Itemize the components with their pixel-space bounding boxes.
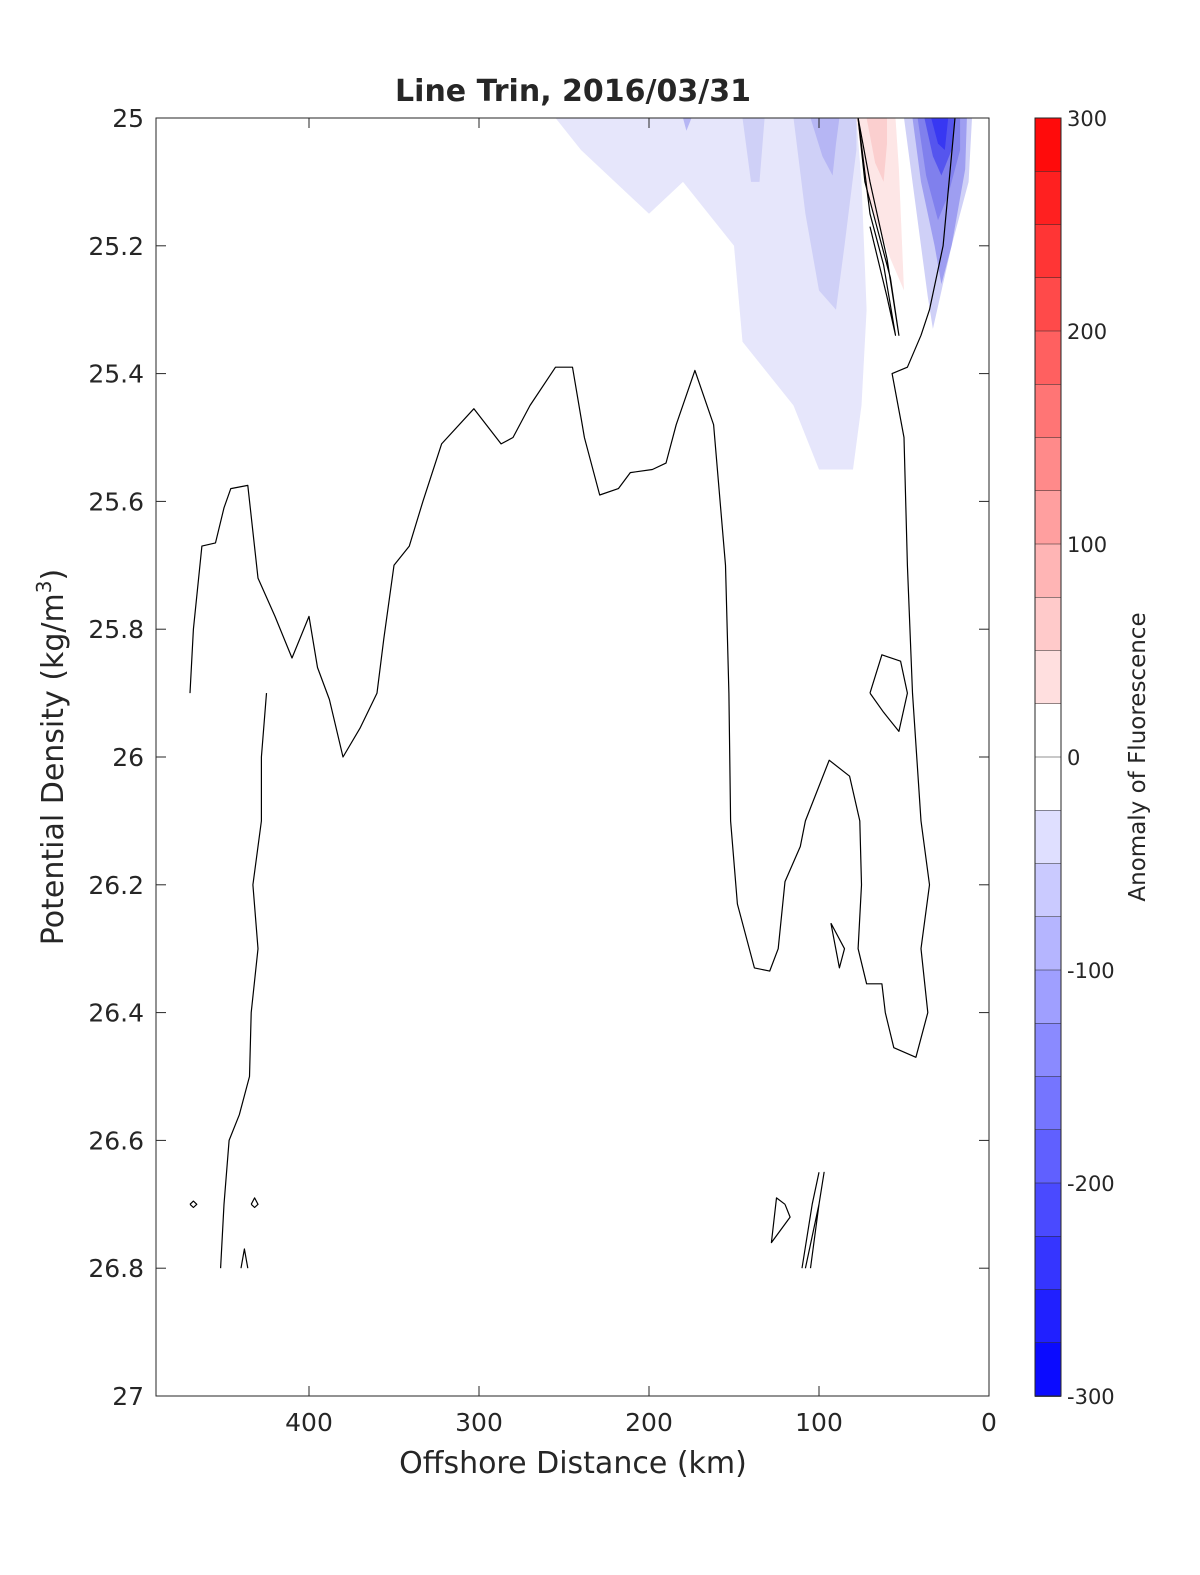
y-tick-label: 26.8 (88, 1254, 144, 1283)
colorbar-band (1034, 1129, 1062, 1184)
colorbar-band (1034, 117, 1062, 173)
zero-contour-line-6 (804, 1171, 825, 1269)
colorbar-band (1034, 437, 1062, 492)
x-tick-label: 300 (455, 1408, 503, 1437)
colorbar-band (1034, 384, 1062, 439)
zero-contour-line-7 (801, 1172, 820, 1269)
y-tick-label: 25.6 (88, 487, 144, 516)
colorbar-band (1034, 916, 1062, 971)
colorbar-frame (1034, 117, 1062, 1397)
fluorescence-fill-region-2 (810, 118, 840, 176)
x-axis-label: Offshore Distance (km) (399, 1446, 747, 1481)
fluorescence-fill-region-3 (683, 118, 692, 131)
y-tick-label: 25.2 (88, 232, 144, 261)
x-tick-label: 0 (981, 1408, 997, 1437)
zero-contour-line-8 (220, 693, 268, 1269)
colorbar-ticks: 300 200 100 0 -100 -200 -300 (1067, 107, 1115, 1409)
y-tick-label: 25.8 (88, 615, 144, 644)
colorbar-band (1034, 969, 1062, 1025)
fluorescence-fill-region-5 (866, 118, 887, 182)
colorbar-label: Anomaly of Fluorescence (1125, 612, 1151, 901)
y-axis: 25 25.2 25.4 25.6 25.8 26 26.2 26.4 26.6 26.8 27 (88, 104, 989, 1411)
colorbar-band (1034, 171, 1062, 226)
filled-contours (555, 118, 972, 470)
y-axis-label-close: ) (36, 569, 71, 581)
y-tick-label: 26 (112, 743, 144, 772)
zero-contour-line-10 (189, 1200, 198, 1209)
colorbar-band (1034, 330, 1062, 386)
y-tick-label: 25.4 (88, 360, 144, 389)
colorbar-band (1034, 1076, 1062, 1131)
y-axis-label-main: Potential Density (kg/m (36, 593, 71, 945)
colorbar-band (1034, 224, 1062, 279)
colorbar-band (1034, 1342, 1062, 1397)
fluorescence-fill-region-10 (931, 118, 949, 150)
colorbar-band (1034, 1182, 1062, 1238)
colorbar-band (1034, 490, 1062, 545)
zero-contour-line-2 (857, 118, 900, 336)
colorbar-band (1034, 543, 1062, 599)
colorbar-band (1034, 1289, 1062, 1344)
colorbar-band (1034, 703, 1062, 758)
chart-title: Line Trin, 2016/03/31 (395, 74, 751, 109)
zero-contour-lines (189, 118, 956, 1269)
y-axis-label: Potential Density (kg/m3) (32, 569, 71, 945)
colorbar-band (1034, 277, 1062, 332)
colorbar-tick-label: -200 (1067, 1172, 1115, 1196)
colorbar-band (1034, 650, 1062, 705)
colorbar-tick-label: 0 (1067, 746, 1080, 770)
colorbar-band (1034, 597, 1062, 652)
y-axis-label-superscript: 3 (32, 580, 56, 593)
plot-area: 400 300 200 100 0 25 25.2 25.4 25.6 25.8 26 26.2 26… (88, 104, 997, 1437)
fluorescence-fill-region-9 (924, 118, 955, 176)
zero-contour-line-0 (189, 118, 956, 1058)
colorbar-tick-label: -100 (1067, 959, 1115, 983)
colorbar-bands (1034, 117, 1062, 1397)
colorbar-tick-label: 100 (1067, 533, 1107, 557)
fluorescence-fill-region-4 (856, 118, 904, 291)
zero-contour-line-4 (830, 922, 846, 969)
colorbar-band (1034, 863, 1062, 918)
y-tick-label: 26.4 (88, 999, 144, 1028)
x-tick-label: 200 (625, 1408, 673, 1437)
x-axis: 400 300 200 100 0 (285, 118, 997, 1437)
colorbar-tick-label: 300 (1067, 107, 1107, 131)
zero-contour-line-9 (240, 1248, 249, 1269)
y-tick-label: 25 (112, 104, 144, 133)
colorbar-band (1034, 810, 1062, 865)
colorbar: 300 200 100 0 -100 -200 -300 Anomaly of Fluore… (1034, 107, 1151, 1409)
y-tick-label: 27 (112, 1382, 144, 1411)
y-tick-label: 26.6 (88, 1126, 144, 1155)
y-tick-label: 26.2 (88, 871, 144, 900)
zero-contour-line-11 (250, 1197, 259, 1209)
x-tick-label: 100 (795, 1408, 843, 1437)
x-tick-label: 400 (285, 1408, 333, 1437)
colorbar-band (1034, 1236, 1062, 1291)
colorbar-band (1034, 756, 1062, 812)
colorbar-tick-label: 200 (1067, 320, 1107, 344)
colorbar-band (1034, 1023, 1062, 1078)
zero-contour-line-1 (857, 118, 897, 336)
colorbar-tick-label: -300 (1067, 1385, 1115, 1409)
zero-contour-line-5 (770, 1197, 791, 1244)
fluorescence-fill-region-0 (555, 118, 867, 470)
zero-contour-line-3 (869, 654, 909, 733)
